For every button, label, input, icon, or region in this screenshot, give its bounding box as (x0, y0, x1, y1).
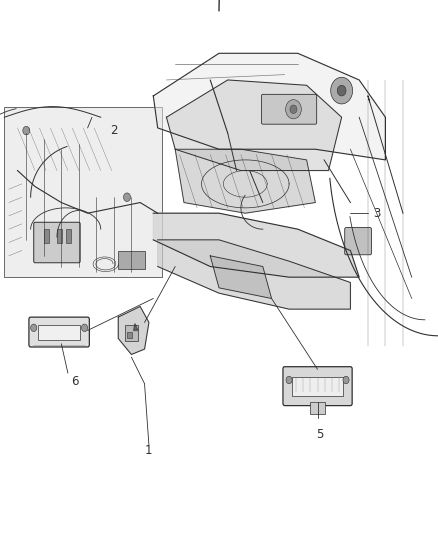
Polygon shape (158, 240, 350, 309)
FancyBboxPatch shape (261, 94, 317, 124)
Bar (44, 229, 49, 243)
Polygon shape (175, 149, 315, 213)
Circle shape (286, 376, 292, 384)
Circle shape (286, 100, 301, 119)
Bar (127, 332, 132, 338)
Circle shape (337, 85, 346, 96)
Circle shape (124, 193, 131, 201)
Polygon shape (166, 80, 342, 171)
Polygon shape (134, 324, 138, 330)
FancyBboxPatch shape (34, 222, 80, 263)
Polygon shape (118, 306, 149, 354)
Bar (38, 325, 80, 340)
Bar (118, 251, 145, 269)
Bar (310, 402, 325, 414)
Circle shape (23, 126, 30, 135)
Bar (125, 325, 138, 341)
Circle shape (31, 324, 37, 332)
Circle shape (343, 376, 349, 384)
FancyBboxPatch shape (345, 228, 371, 255)
Text: 6: 6 (71, 375, 78, 387)
Text: 3: 3 (373, 207, 380, 220)
Bar (292, 377, 343, 396)
Text: 1: 1 (145, 444, 153, 457)
Polygon shape (153, 213, 359, 277)
Text: 2: 2 (110, 124, 118, 137)
Circle shape (331, 77, 353, 104)
FancyBboxPatch shape (283, 367, 352, 406)
Polygon shape (153, 53, 385, 160)
Bar (57, 229, 62, 243)
Bar (66, 229, 71, 243)
Circle shape (81, 324, 88, 332)
Circle shape (290, 105, 297, 114)
Polygon shape (4, 107, 162, 277)
Text: 5: 5 (316, 428, 323, 441)
FancyBboxPatch shape (29, 317, 89, 347)
Polygon shape (210, 256, 272, 298)
